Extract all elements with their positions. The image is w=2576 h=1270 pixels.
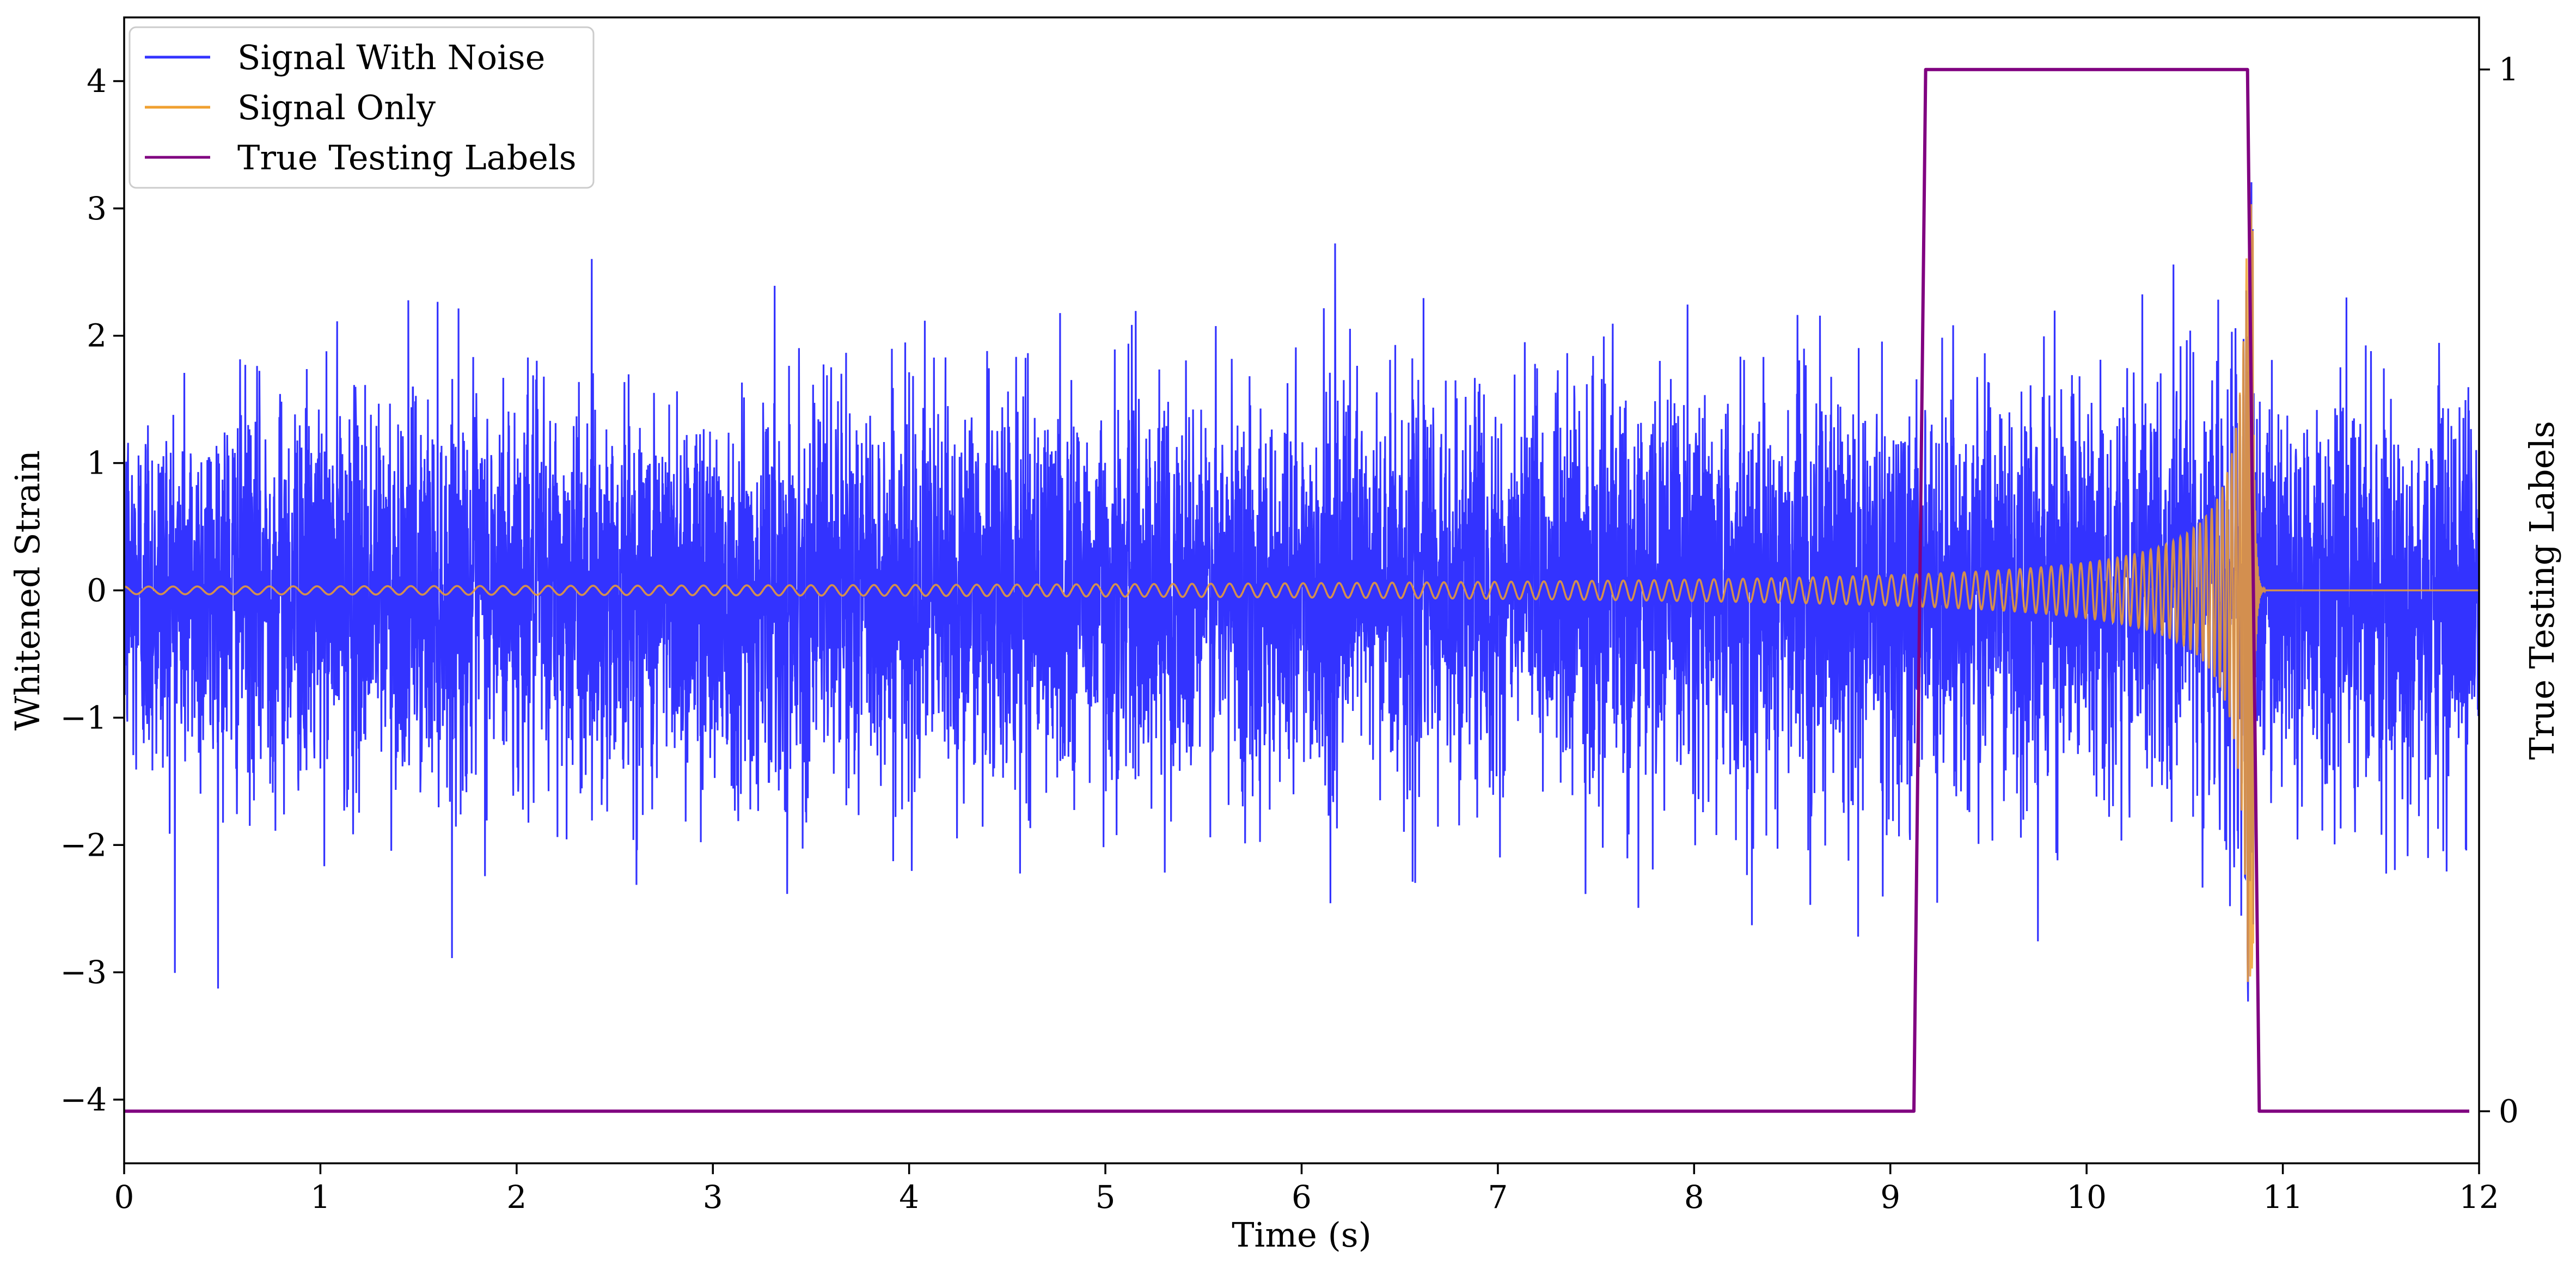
y2-tick-label: 1: [2499, 51, 2519, 88]
y2-axis-label: True Testing Labels: [2522, 421, 2562, 760]
x-tick-label: 8: [1684, 1179, 1704, 1216]
series-signal-only: [124, 199, 2479, 982]
x-tick-label: 9: [1880, 1179, 1900, 1216]
legend-box: [129, 26, 595, 189]
y2-tick-label: 0: [2499, 1093, 2519, 1130]
x-tick-label: 2: [506, 1179, 527, 1216]
legend-entry-label: Signal With Noise: [237, 38, 545, 77]
y-tick-label: 2: [87, 317, 107, 354]
legend-entry-label: True Testing Labels: [237, 138, 577, 177]
y-axis-label: Whitened Strain: [8, 450, 47, 731]
x-tick-label: 4: [899, 1179, 919, 1216]
y-tick-label: 4: [87, 63, 107, 100]
y-tick-label: −3: [60, 954, 107, 991]
y-tick-label: −4: [60, 1081, 107, 1118]
y-tick-label: 3: [87, 190, 107, 227]
x-tick-label: 1: [310, 1179, 331, 1216]
series-true-testing-labels: [124, 68, 2469, 1113]
legend-entry-label: Signal Only: [237, 88, 436, 127]
x-tick-label: 3: [703, 1179, 723, 1216]
y-tick-label: 1: [87, 445, 107, 482]
y-tick-label: 0: [87, 572, 107, 609]
x-axis-label: Time (s): [1232, 1215, 1372, 1255]
y-tick-label: −2: [60, 826, 107, 863]
x-tick-label: 11: [2263, 1179, 2303, 1216]
series-signal-with-noise: [124, 182, 2479, 1002]
x-tick-label: 6: [1292, 1179, 1312, 1216]
x-tick-label: 5: [1096, 1179, 1116, 1216]
x-tick-label: 10: [2066, 1179, 2107, 1216]
x-tick-label: 7: [1488, 1179, 1508, 1216]
x-tick-label: 0: [114, 1179, 134, 1216]
x-tick-label: 12: [2459, 1179, 2499, 1216]
y-tick-label: −1: [60, 699, 107, 736]
